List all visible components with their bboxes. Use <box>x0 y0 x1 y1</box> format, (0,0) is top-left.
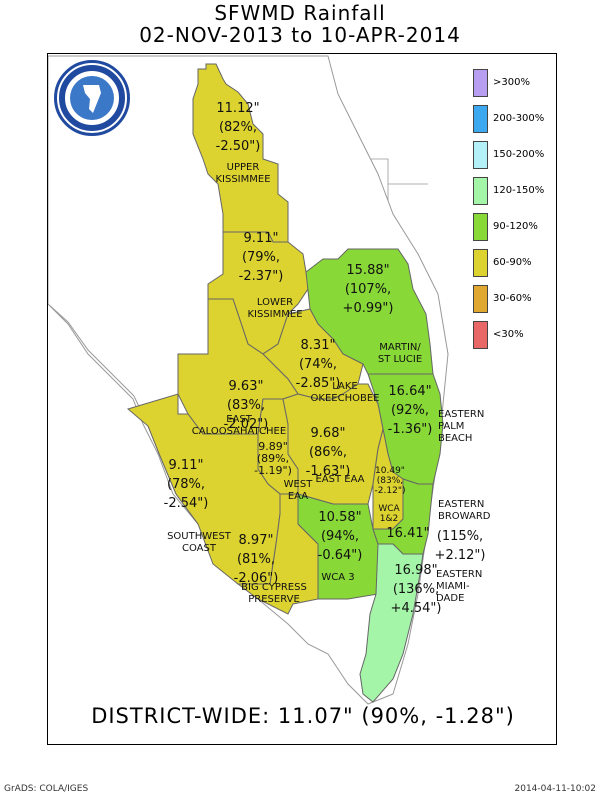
eastern-miami-dade-name: EASTERN MIAMI- DADE <box>436 569 483 604</box>
sfwmd-logo <box>54 60 130 136</box>
footer-timestamp: 2014-04-11-10:02 <box>514 784 597 794</box>
upper-kissimmee-value: 11.12" (82%, -2.50") <box>215 101 261 154</box>
legend-swatch <box>473 213 488 241</box>
legend-label: 30-60% <box>493 293 532 304</box>
eastern-broward-value: 16.41" <box>386 526 430 541</box>
southwest-coast-value: 9.11" (78%, -2.54") <box>163 458 209 511</box>
east-eaa-name: EAST EAA <box>315 474 365 485</box>
martin-st-lucie-name: MARTIN/ ST LUCIE <box>377 342 423 365</box>
legend-swatch <box>473 285 488 313</box>
legend-label: 200-300% <box>493 113 545 124</box>
west-eaa-name: WEST EAA <box>283 479 313 502</box>
district-wide-summary: DISTRICT-WIDE: 11.07" (90%, -1.28") <box>91 704 515 728</box>
legend-label: <30% <box>493 329 524 340</box>
legend-swatch <box>473 321 488 349</box>
eastern-broward-name: EASTERN BROWARD <box>438 499 491 522</box>
lake-okeechobee-value: 8.31" (74%, -2.85") <box>295 338 341 391</box>
region-upper-kissimmee <box>192 63 289 243</box>
legend-item: 120-150% <box>473 177 553 207</box>
east-caloosahatchee-name: EAST CALOOSAHATCHEE <box>191 414 287 437</box>
wca-1-2-value: 10.49" (83%, -2.12") <box>374 466 406 496</box>
region-eastern-miami-dade <box>359 543 424 703</box>
west-eaa-value: 9.89" (89%, -1.19") <box>254 440 292 477</box>
legend-swatch <box>473 105 488 133</box>
legend-label: 120-150% <box>493 185 545 196</box>
map-title: SFWMD Rainfall <box>214 1 386 25</box>
legend-item: 90-120% <box>473 213 553 243</box>
footer-credit: GrADS: COLA/IGES <box>4 784 89 794</box>
martin-st-lucie-value: 15.88" (107%, +0.99") <box>342 263 394 316</box>
legend-swatch <box>473 141 488 169</box>
legend-swatch <box>473 69 488 97</box>
big-cypress-name: BIG CYPRESS PRESERVE <box>241 582 307 605</box>
legend-swatch <box>473 249 488 277</box>
big-cypress-value: 8.97" (81%, -2.06") <box>233 533 279 586</box>
eastern-broward-extra: (115%, +2.12") <box>434 529 486 563</box>
upper-kissimmee-name: UPPER KISSIMMEE <box>215 162 271 185</box>
map-canvas <box>48 55 449 705</box>
legend-item: 200-300% <box>473 105 553 135</box>
rainfall-map: 11.12" (82%, -2.50") UPPER KISSIMMEE 9.1… <box>47 53 557 745</box>
lower-kissimmee-value: 9.11" (79%, -2.37") <box>238 231 284 284</box>
legend-item: 30-60% <box>473 285 553 315</box>
eastern-palm-beach-value: 16.64" (92%, -1.36") <box>387 384 433 437</box>
legend-item: >300% <box>473 69 553 99</box>
map-date-range: 02-NOV-2013 to 10-APR-2014 <box>139 23 461 47</box>
east-caloosahatchee-value: 9.63" (83%, -2.02") <box>223 379 269 432</box>
wca-3-value: 10.58" (94%, -0.64") <box>317 510 363 563</box>
legend-item: 150-200% <box>473 141 553 171</box>
legend-item: 60-90% <box>473 249 553 279</box>
eastern-miami-dade-value: 16.98" (136%, +4.54") <box>390 563 442 616</box>
logo-graphic <box>59 65 125 131</box>
east-eaa-value: 9.68" (86%, -1.63") <box>305 426 351 479</box>
lake-okeechobee-name: LAKE OKEECHOBEE <box>310 381 380 404</box>
legend-label: >300% <box>493 77 530 88</box>
legend-label: 150-200% <box>493 149 545 160</box>
eastern-palm-beach-name: EASTERN PALM BEACH <box>438 409 485 444</box>
wca-3-name: WCA 3 <box>321 572 355 583</box>
lower-kissimmee-name: LOWER KISSIMMEE <box>247 297 303 320</box>
legend-label: 90-120% <box>493 221 538 232</box>
wca-1-2-name: WCA 1&2 <box>378 504 400 524</box>
legend-label: 60-90% <box>493 257 532 268</box>
legend-swatch <box>473 177 488 205</box>
southwest-coast-name: SOUTHWEST COAST <box>167 531 231 554</box>
legend-item: <30% <box>473 321 553 351</box>
